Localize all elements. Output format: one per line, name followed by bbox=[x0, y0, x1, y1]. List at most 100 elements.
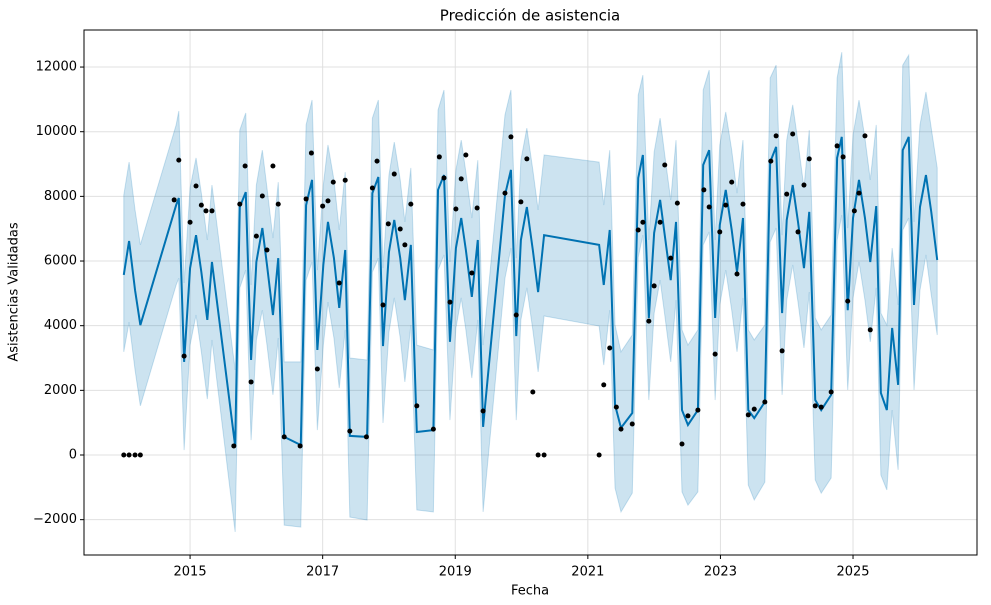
observed-point bbox=[193, 183, 199, 189]
observed-point bbox=[297, 443, 303, 449]
observed-point bbox=[845, 298, 851, 304]
observed-point bbox=[812, 403, 818, 409]
observed-point bbox=[828, 389, 834, 395]
observed-point bbox=[474, 205, 480, 211]
observed-point bbox=[795, 229, 801, 235]
observed-point bbox=[237, 201, 243, 207]
observed-point bbox=[513, 312, 519, 318]
observed-point bbox=[248, 379, 254, 385]
observed-point bbox=[320, 203, 326, 209]
observed-point bbox=[502, 190, 508, 196]
observed-point bbox=[530, 389, 536, 395]
observed-point bbox=[729, 179, 735, 185]
chart-title: Predicción de asistencia bbox=[440, 7, 620, 25]
observed-point bbox=[657, 219, 663, 225]
observed-point bbox=[773, 133, 779, 139]
observed-point bbox=[132, 452, 138, 458]
observed-point bbox=[762, 399, 768, 405]
observed-point bbox=[651, 283, 657, 289]
observed-point bbox=[674, 200, 680, 206]
observed-point bbox=[867, 327, 873, 333]
observed-point bbox=[458, 176, 464, 182]
observed-point bbox=[463, 152, 469, 158]
observed-point bbox=[751, 406, 757, 412]
observed-point bbox=[242, 163, 248, 169]
observed-point bbox=[264, 247, 270, 253]
observed-point bbox=[856, 190, 862, 196]
observed-point bbox=[231, 443, 237, 449]
observed-point bbox=[397, 226, 403, 232]
observed-point bbox=[441, 175, 447, 181]
observed-point bbox=[270, 163, 276, 169]
observed-point bbox=[402, 242, 408, 248]
observed-point bbox=[308, 150, 314, 156]
observed-point bbox=[818, 404, 824, 410]
observed-point bbox=[768, 158, 774, 164]
observed-point bbox=[374, 158, 380, 164]
y-tick-label: 8000 bbox=[44, 189, 77, 204]
observed-point bbox=[801, 182, 807, 188]
y-tick-label: 12000 bbox=[36, 60, 77, 75]
observed-point bbox=[518, 199, 524, 205]
observed-point bbox=[187, 219, 193, 225]
y-tick-label: 6000 bbox=[44, 254, 77, 269]
observed-point bbox=[535, 452, 541, 458]
x-tick-label: 2025 bbox=[836, 565, 869, 580]
y-tick-label: 0 bbox=[69, 448, 77, 463]
y-axis-label: Asistencias Validadas bbox=[7, 222, 22, 362]
observed-point bbox=[734, 271, 740, 277]
x-tick-label: 2019 bbox=[439, 565, 472, 580]
observed-point bbox=[806, 156, 812, 162]
observed-point bbox=[613, 404, 619, 410]
observed-point bbox=[336, 280, 342, 286]
observed-point bbox=[281, 434, 287, 440]
observed-point bbox=[414, 403, 420, 409]
observed-point bbox=[717, 229, 723, 235]
observed-point bbox=[209, 208, 215, 214]
observed-point bbox=[740, 201, 746, 207]
observed-point bbox=[126, 452, 132, 458]
observed-point bbox=[541, 452, 547, 458]
observed-point bbox=[662, 162, 668, 168]
observed-point bbox=[253, 233, 259, 239]
observed-point bbox=[679, 441, 685, 447]
observed-point bbox=[181, 353, 187, 359]
observed-point bbox=[601, 382, 607, 388]
observed-point bbox=[712, 351, 718, 357]
observed-point bbox=[779, 348, 785, 354]
observed-point bbox=[668, 255, 674, 261]
observed-point bbox=[607, 345, 613, 351]
y-tick-label: 4000 bbox=[44, 318, 77, 333]
x-tick-label: 2023 bbox=[704, 565, 737, 580]
observed-point bbox=[508, 134, 514, 140]
plot-frame bbox=[83, 29, 978, 556]
observed-point bbox=[430, 426, 436, 432]
x-tick-label: 2021 bbox=[571, 565, 604, 580]
observed-point bbox=[790, 131, 796, 137]
x-tick-label: 2017 bbox=[306, 565, 339, 580]
observed-point bbox=[635, 227, 641, 233]
observed-point bbox=[380, 302, 386, 308]
observed-point bbox=[706, 204, 712, 210]
observed-point bbox=[259, 193, 265, 199]
observed-point bbox=[171, 197, 177, 203]
observed-point bbox=[685, 413, 691, 419]
observed-point bbox=[618, 426, 624, 432]
observed-point bbox=[453, 206, 459, 212]
uncertainty-band bbox=[123, 52, 938, 533]
observed-point bbox=[342, 177, 348, 183]
y-tick-label: −2000 bbox=[33, 512, 77, 527]
observed-point bbox=[275, 201, 281, 207]
observed-point bbox=[385, 221, 391, 227]
observed-point bbox=[834, 143, 840, 149]
y-tick-label: 2000 bbox=[44, 383, 77, 398]
forecast-line bbox=[122, 136, 939, 447]
observed-point bbox=[198, 202, 204, 208]
observed-point bbox=[303, 196, 309, 202]
observed-point bbox=[325, 198, 331, 204]
observed-point bbox=[723, 202, 729, 208]
observed-point bbox=[447, 299, 453, 305]
observed-point bbox=[646, 318, 652, 324]
observed-point bbox=[363, 434, 369, 440]
